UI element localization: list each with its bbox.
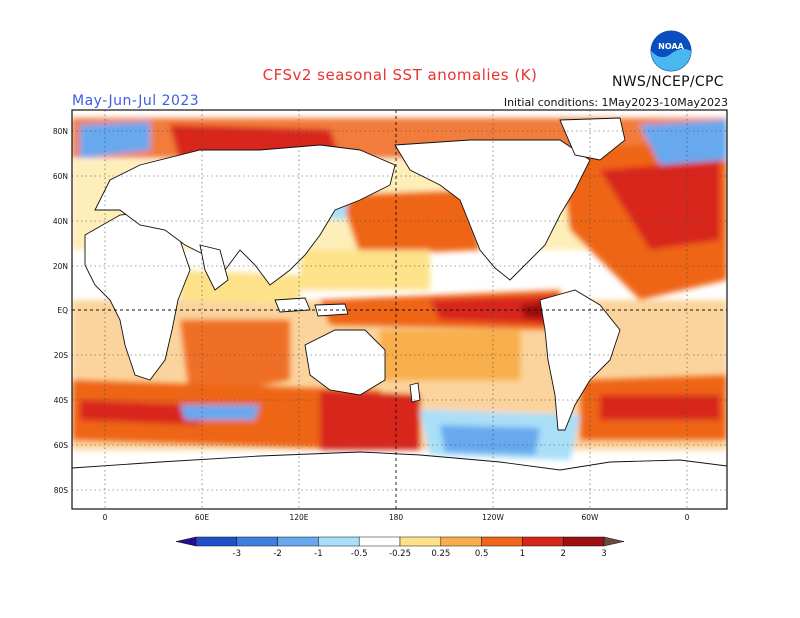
longitude-labels: 0 60E 120E 180 120W 60W 0 bbox=[103, 513, 690, 522]
chart-title: CFSv2 seasonal SST anomalies (K) bbox=[262, 66, 538, 84]
colorbar-tick-label: 0.25 bbox=[431, 549, 450, 559]
agency-label: NWS/NCEP/CPC bbox=[612, 74, 724, 90]
lat-label: 40N bbox=[53, 217, 68, 226]
lon-label: 0 bbox=[103, 513, 108, 522]
latitude-labels: 80N 60N 40N 20N EQ 20S 40S 60S 80S bbox=[53, 127, 68, 495]
lon-label: 60E bbox=[195, 513, 210, 522]
anomaly-field bbox=[72, 110, 727, 509]
equator-dateline bbox=[72, 110, 727, 509]
map-frame bbox=[71, 109, 728, 510]
colorbar-swatch bbox=[522, 536, 564, 547]
colorbar-tick-label: -0.5 bbox=[351, 549, 368, 559]
colorbar-min-arrow bbox=[175, 536, 197, 547]
lat-label: 80N bbox=[53, 127, 68, 136]
noaa-logo-icon: NOAA bbox=[650, 30, 692, 72]
colorbar-max-arrow bbox=[603, 536, 625, 547]
lat-label: 80S bbox=[54, 486, 69, 495]
colorbar-tick-label: 0.5 bbox=[475, 549, 489, 559]
colorbar-swatch bbox=[562, 536, 605, 547]
colorbar-swatch bbox=[236, 536, 278, 547]
colorbar-legend: -3 -2 -1 -0.5 -0.25 0.25 0.5 1 2 3 bbox=[175, 536, 625, 559]
continents bbox=[72, 117, 727, 509]
lat-label: 20N bbox=[53, 262, 68, 271]
initial-conditions: Initial conditions: 1May2023-10May2023 bbox=[503, 96, 728, 109]
colorbar-swatch bbox=[399, 536, 442, 547]
lon-label: 120E bbox=[289, 513, 308, 522]
colorbar-swatch bbox=[318, 536, 360, 547]
lon-label: 0 bbox=[685, 513, 690, 522]
colorbar-swatch bbox=[277, 536, 319, 547]
graticule bbox=[72, 110, 727, 509]
colorbar-tick-label: -2 bbox=[273, 549, 281, 559]
lat-label: 60N bbox=[53, 172, 68, 181]
colorbar-tick-label: 1 bbox=[520, 549, 525, 559]
lon-label: 60W bbox=[582, 513, 600, 522]
lon-label: 120W bbox=[482, 513, 504, 522]
colorbar-tick-label: -3 bbox=[233, 549, 241, 559]
lon-label: 180 bbox=[389, 513, 404, 522]
colorbar-tick-label: 3 bbox=[601, 549, 606, 559]
lat-label: 20S bbox=[54, 351, 69, 360]
colorbar-tick-label: -0.25 bbox=[389, 549, 411, 559]
colorbar-tick-label: -1 bbox=[314, 549, 322, 559]
colorbar-swatch bbox=[358, 536, 401, 547]
logo-text: NOAA bbox=[658, 42, 684, 51]
lat-label: 60S bbox=[54, 441, 69, 450]
colorbar-swatch bbox=[481, 536, 523, 547]
forecast-period: May-Jun-Jul 2023 bbox=[72, 93, 200, 109]
lat-label: EQ bbox=[57, 306, 68, 315]
colorbar-swatch bbox=[195, 536, 238, 547]
lat-label: 40S bbox=[54, 396, 69, 405]
colorbar-tick-label: 2 bbox=[560, 549, 565, 559]
colorbar-swatch bbox=[440, 536, 482, 547]
